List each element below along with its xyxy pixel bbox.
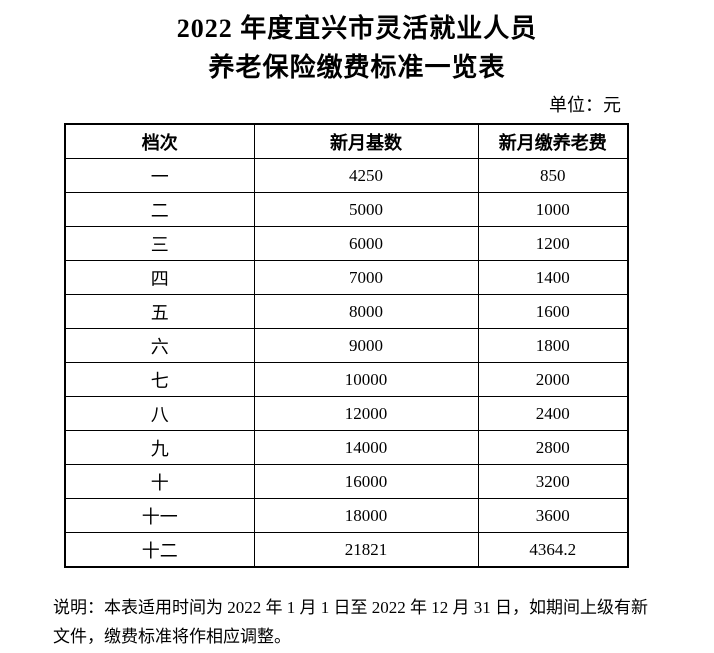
grade-cell: 一 [64, 158, 255, 193]
col-header-monthly-base: 新月基数 [253, 123, 479, 159]
table-row: 十 16000 3200 [64, 464, 629, 499]
explanatory-note: 说明：本表适用时间为 2022 年 1 月 1 日至 2022 年 12 月 3… [53, 593, 661, 651]
grade-cell: 九 [64, 430, 255, 465]
base-cell: 9000 [253, 328, 479, 363]
table-row: 一 4250 850 [64, 158, 629, 193]
unit-label: 单位：元 [549, 95, 621, 115]
table-row: 二 5000 1000 [64, 192, 629, 227]
base-cell: 4250 [253, 158, 479, 193]
grade-cell: 十 [64, 464, 255, 499]
fee-cell: 1000 [477, 192, 629, 227]
fee-cell: 1200 [477, 226, 629, 261]
fee-cell: 1800 [477, 328, 629, 363]
grade-cell: 十二 [64, 532, 255, 568]
base-cell: 6000 [253, 226, 479, 261]
table-header-row: 档次 新月基数 新月缴养老费 [64, 123, 629, 159]
table-row: 六 9000 1800 [64, 328, 629, 363]
fee-cell: 2800 [477, 430, 629, 465]
grade-cell: 四 [64, 260, 255, 295]
fee-cell: 1600 [477, 294, 629, 329]
table-row: 十二 21821 4364.2 [64, 532, 629, 568]
page-title-line1: 2022 年度宜兴市灵活就业人员 [176, 14, 538, 43]
base-cell: 14000 [253, 430, 479, 465]
table-row: 九 14000 2800 [64, 430, 629, 465]
grade-cell: 十一 [64, 498, 255, 533]
fee-cell: 1400 [477, 260, 629, 295]
fee-cell: 3600 [477, 498, 629, 533]
base-cell: 21821 [253, 532, 479, 568]
base-cell: 12000 [253, 396, 479, 431]
fee-cell: 2000 [477, 362, 629, 397]
page-title: 2022 年度宜兴市灵活就业人员 养老保险缴费标准一览表 [0, 9, 714, 87]
base-cell: 18000 [253, 498, 479, 533]
table-row: 十一 18000 3600 [64, 498, 629, 533]
table-row: 三 6000 1200 [64, 226, 629, 261]
base-cell: 10000 [253, 362, 479, 397]
table-row: 八 12000 2400 [64, 396, 629, 431]
fee-cell: 850 [477, 158, 629, 193]
fee-cell: 3200 [477, 464, 629, 499]
grade-cell: 六 [64, 328, 255, 363]
grade-cell: 八 [64, 396, 255, 431]
grade-cell: 五 [64, 294, 255, 329]
table-row: 四 7000 1400 [64, 260, 629, 295]
note-line1: 说明：本表适用时间为 2022 年 1 月 1 日至 2022 年 12 月 3… [53, 598, 648, 617]
base-cell: 7000 [253, 260, 479, 295]
grade-cell: 三 [64, 226, 255, 261]
base-cell: 8000 [253, 294, 479, 329]
fee-cell: 2400 [477, 396, 629, 431]
col-header-monthly-fee: 新月缴养老费 [477, 123, 629, 159]
base-cell: 5000 [253, 192, 479, 227]
table-row: 七 10000 2000 [64, 362, 629, 397]
grade-cell: 七 [64, 362, 255, 397]
page-title-line2: 养老保险缴费标准一览表 [208, 53, 506, 82]
base-cell: 16000 [253, 464, 479, 499]
col-header-grade: 档次 [64, 123, 255, 159]
grade-cell: 二 [64, 192, 255, 227]
table-row: 五 8000 1600 [64, 294, 629, 329]
note-line2: 文件，缴费标准将作相应调整。 [53, 627, 291, 646]
contribution-rates-table: 档次 新月基数 新月缴养老费 一 4250 850 二 5000 1000 三 … [64, 123, 629, 568]
fee-cell: 4364.2 [477, 532, 629, 568]
